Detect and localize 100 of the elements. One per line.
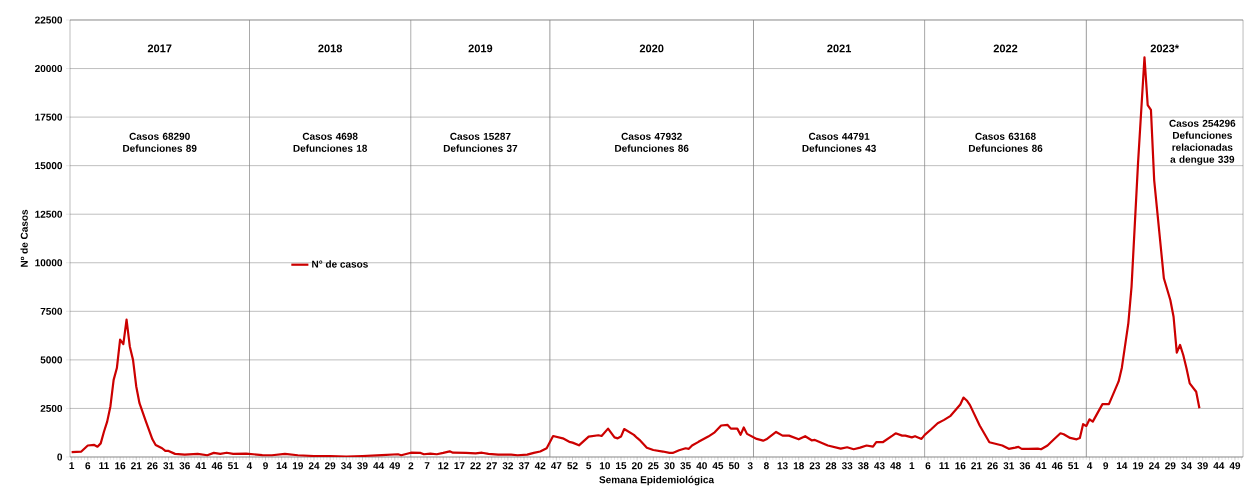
x-tick-label: 37 [518, 462, 530, 470]
x-tick-label: 41 [195, 462, 207, 470]
x-tick-label: 26 [147, 462, 158, 470]
x-tick-label: 52 [567, 462, 578, 470]
x-tick-label: 44 [373, 462, 385, 470]
annotation: Casos 4698 Defunciones 18 [293, 132, 368, 152]
legend-label: N° de casos [312, 260, 368, 268]
x-tick-label: 26 [987, 462, 998, 470]
x-tick-label: 14 [276, 462, 288, 470]
x-tick-label: 16 [955, 462, 966, 470]
annotation: Casos 254296 Defunciones relacionadas a dengue 339 [1169, 119, 1236, 165]
annotation: Casos 15287 Defunciones 37 [443, 132, 518, 152]
y-tick-label: 12500 [35, 210, 63, 218]
x-tick-label: 39 [357, 462, 368, 470]
annotation: 2023* [1150, 44, 1180, 53]
annotation: 2017 [147, 44, 172, 53]
x-tick-label: 6 [925, 462, 931, 470]
annotation: 2021 [827, 44, 852, 53]
annotation: 2022 [993, 44, 1018, 53]
x-tick-label: 30 [664, 462, 675, 470]
x-tick-label: 6 [85, 462, 91, 470]
y-tick-label: 15000 [35, 162, 63, 170]
y-tick-label: 20000 [35, 65, 63, 73]
annotation: 2020 [639, 44, 664, 53]
x-tick-label: 33 [841, 462, 853, 470]
x-tick-label: 35 [680, 462, 691, 470]
x-tick-label: 19 [1133, 462, 1144, 470]
x-tick-label: 3 [747, 462, 753, 470]
x-tick-label: 11 [939, 462, 950, 470]
x-tick-label: 46 [1051, 462, 1063, 470]
x-tick-label: 50 [728, 462, 740, 470]
y-tick-label: 10000 [35, 259, 63, 267]
y-tick-label: 17500 [35, 113, 63, 121]
x-tick-label: 9 [1103, 462, 1109, 470]
x-tick-label: 31 [163, 462, 174, 470]
x-tick-label: 4 [246, 462, 253, 470]
x-tick-label: 24 [1148, 462, 1160, 470]
x-tick-label: 41 [1035, 462, 1047, 470]
annotation: 2018 [318, 44, 343, 53]
x-tick-label: 29 [1165, 462, 1176, 470]
x-tick-label: 20 [631, 462, 643, 470]
y-tick-label: 0 [57, 453, 63, 461]
x-tick-label: 31 [1003, 462, 1015, 470]
annotation: Casos 63168 Defunciones 86 [968, 132, 1043, 152]
annotation: Casos 68290 Defunciones 89 [123, 132, 197, 152]
x-tick-label: 21 [131, 462, 142, 470]
x-tick-label: 10 [599, 462, 610, 470]
y-axis-title: Nº de Casos [20, 209, 28, 267]
x-tick-label: 16 [115, 462, 126, 470]
x-tick-label: 43 [874, 462, 885, 470]
x-tick-label: 28 [825, 462, 837, 470]
x-tick-label: 34 [340, 462, 352, 470]
x-tick-label: 48 [890, 462, 901, 470]
annotation: Casos 47932 Defunciones 86 [615, 132, 689, 152]
x-tick-label: 11 [99, 462, 109, 470]
x-tick-label: 1 [909, 462, 915, 470]
x-tick-label: 38 [858, 462, 869, 470]
x-tick-label: 19 [292, 462, 304, 470]
x-tick-label: 25 [648, 462, 659, 470]
y-tick-label: 7500 [40, 307, 63, 315]
x-tick-label: 17 [454, 462, 465, 470]
x-tick-label: 23 [809, 462, 821, 470]
x-tick-label: 15 [616, 462, 627, 470]
x-tick-label: 13 [777, 462, 788, 470]
x-tick-label: 49 [1229, 462, 1241, 470]
x-tick-label: 14 [1116, 462, 1128, 470]
x-tick-label: 39 [1197, 462, 1208, 470]
x-tick-label: 12 [438, 462, 449, 470]
x-tick-label: 2 [408, 462, 414, 470]
x-tick-label: 36 [179, 462, 190, 470]
x-tick-label: 24 [308, 462, 320, 470]
x-tick-label: 47 [550, 462, 562, 470]
y-tick-label: 5000 [40, 356, 63, 364]
x-tick-label: 49 [389, 462, 400, 470]
x-tick-label: 51 [227, 462, 239, 470]
x-tick-label: 51 [1068, 462, 1079, 470]
x-tick-label: 27 [486, 462, 497, 470]
x-axis-title: Semana Epidemiológica [599, 475, 715, 486]
x-tick-label: 5 [586, 462, 592, 470]
x-tick-label: 34 [1181, 462, 1192, 470]
x-tick-label: 46 [211, 462, 223, 470]
x-tick-label: 4 [1086, 462, 1093, 470]
x-tick-label: 22 [470, 462, 481, 470]
x-tick-label: 7 [424, 462, 430, 470]
y-tick-label: 22500 [35, 16, 63, 24]
x-tick-label: 44 [1213, 462, 1225, 470]
x-tick-label: 36 [1019, 462, 1031, 470]
x-tick-label: 9 [263, 462, 268, 470]
x-tick-label: 8 [763, 462, 769, 470]
x-tick-label: 45 [712, 462, 724, 470]
x-tick-label: 40 [696, 462, 707, 470]
annotation: 2019 [468, 44, 493, 53]
x-tick-label: 1 [69, 462, 75, 470]
x-tick-label: 42 [534, 462, 546, 470]
x-tick-label: 29 [324, 462, 336, 470]
annotation: Casos 44791 Defunciones 43 [802, 132, 876, 152]
x-tick-label: 18 [793, 462, 804, 470]
x-tick-label: 32 [502, 462, 514, 470]
x-tick-label: 21 [971, 462, 982, 470]
y-tick-label: 2500 [40, 404, 63, 412]
